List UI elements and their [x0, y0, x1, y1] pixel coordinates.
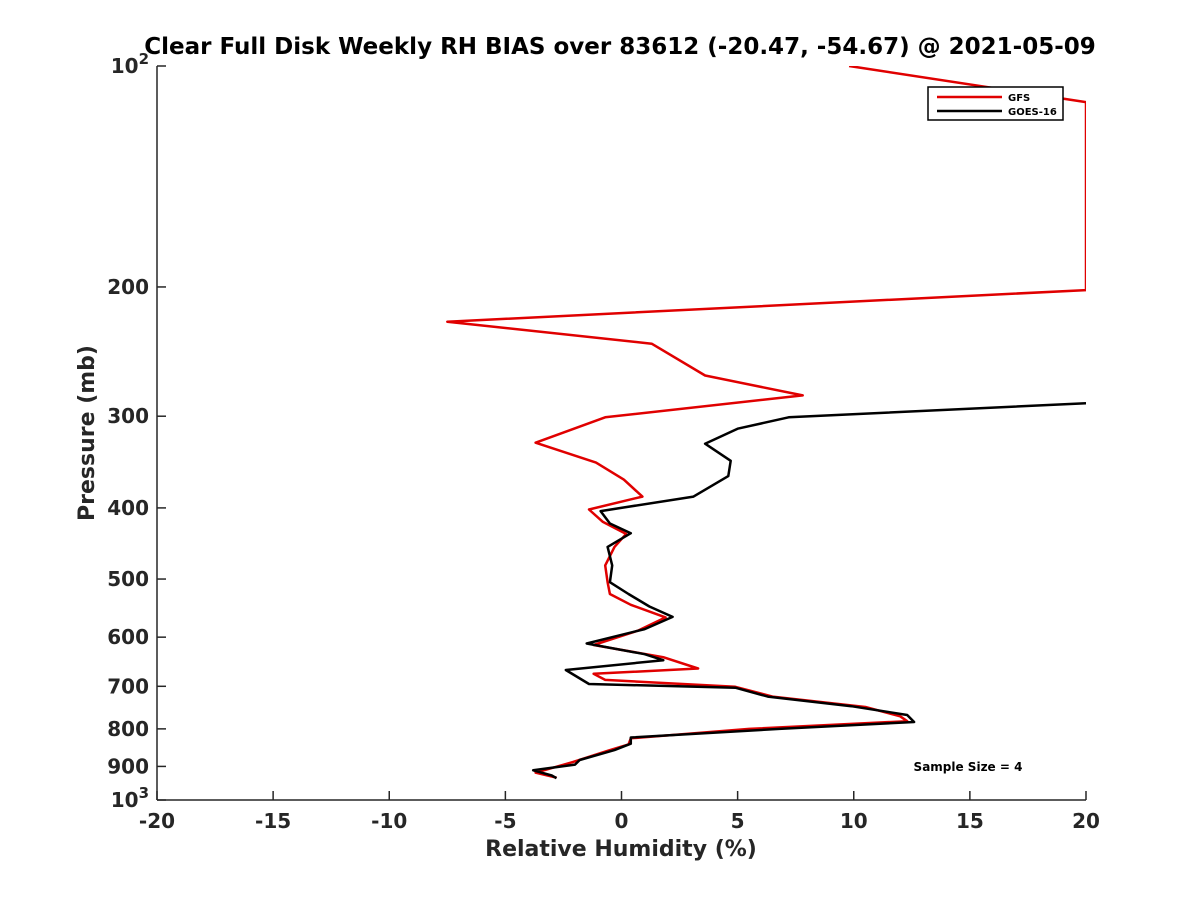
y-tick-label: 200 — [107, 275, 149, 299]
y-tick-label: 600 — [107, 625, 149, 649]
x-tick-label: 0 — [615, 809, 629, 833]
legend-label-goes16: GOES-16 — [1008, 107, 1057, 118]
x-tick-label: -15 — [255, 809, 291, 833]
y-axis-label: Pressure (mb) — [75, 345, 100, 521]
x-tick-label: -5 — [494, 809, 516, 833]
y-tick-label: 900 — [107, 754, 149, 778]
y-tick-label: 300 — [107, 404, 149, 428]
y-tick-label: 800 — [107, 717, 149, 741]
legend-box — [927, 86, 1064, 121]
tick-labels: -20 -15 -10 -5 0 5 10 15 20 102 200 300 400 500 600 700… — [107, 50, 1100, 833]
x-axis-label: Relative Humidity (%) — [485, 837, 757, 862]
chart-title: Clear Full Disk Weekly RH BIAS over 8361… — [144, 34, 1096, 60]
series-line-goes16 — [531, 401, 1086, 780]
x-tick-label: 5 — [731, 809, 745, 833]
y-tick-label: 500 — [107, 567, 149, 591]
x-tick-label: -20 — [139, 809, 175, 833]
legend-label-gfs: GFS — [1008, 93, 1030, 104]
x-tick-label: -10 — [371, 809, 407, 833]
axes — [156, 65, 1087, 801]
y-tick-label: 700 — [107, 674, 149, 698]
y-tick-label: 103 — [111, 784, 149, 812]
legend: GFS GOES-16 — [927, 86, 1064, 121]
x-tick-label: 15 — [956, 809, 984, 833]
y-tick-label: 102 — [111, 50, 149, 78]
x-tick-label: 10 — [840, 809, 868, 833]
y-tick-label: 400 — [107, 496, 149, 520]
series-line-gfs — [446, 66, 1086, 779]
x-tick-label: 20 — [1072, 809, 1100, 833]
sample-size-annotation: Sample Size = 4 — [914, 760, 1023, 774]
series-lines — [446, 66, 1086, 780]
